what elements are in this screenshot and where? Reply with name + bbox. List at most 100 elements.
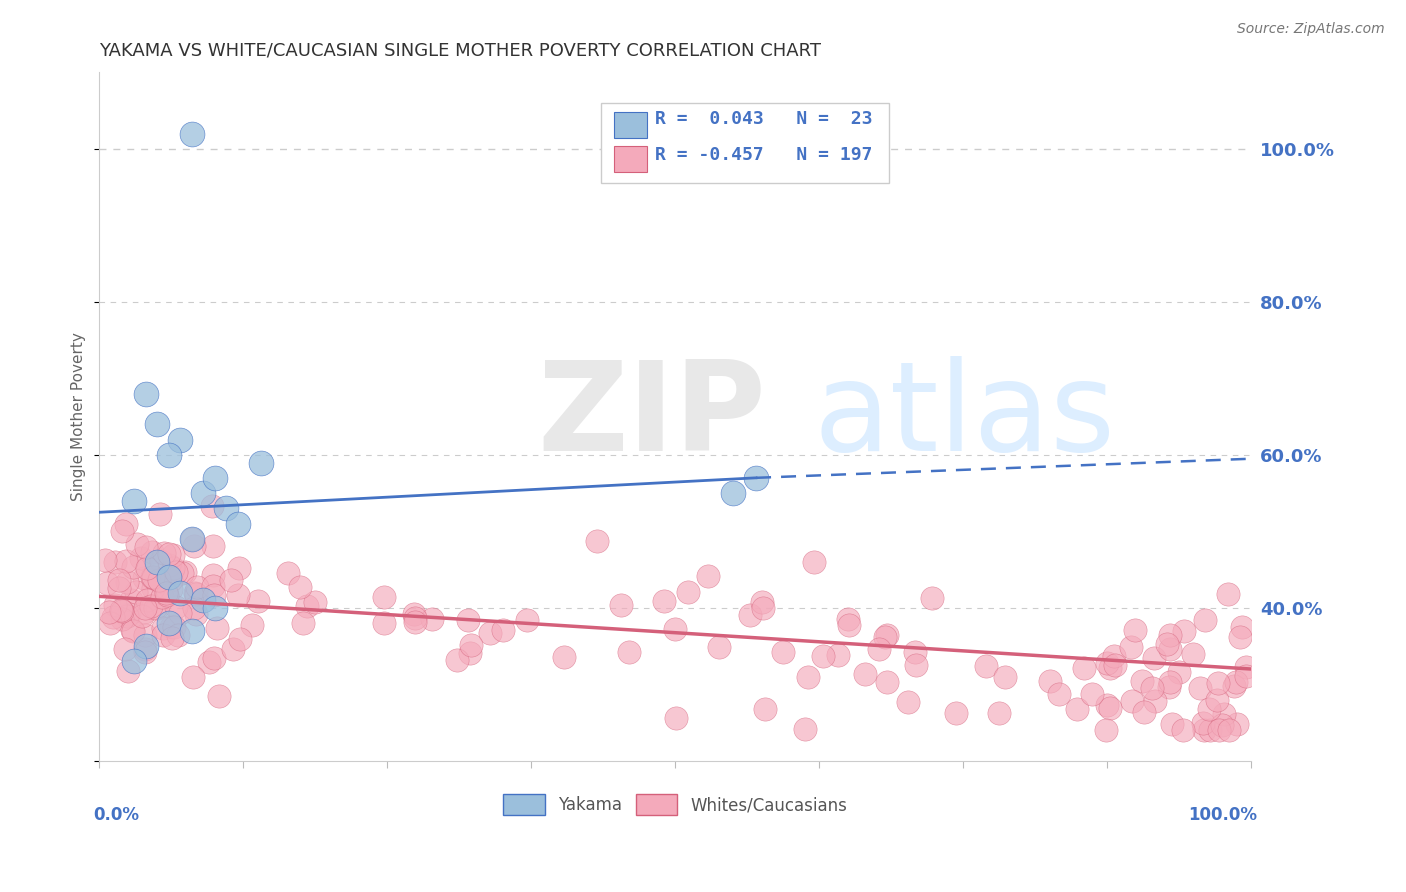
Point [167,628,190,642]
Point [134,540,156,554]
Point [136,561,159,575]
Point [183,539,205,553]
Point [1121,694,1143,708]
Point [1194,613,1216,627]
Point [96,576,118,591]
Point [204,588,226,602]
Point [146,417,169,432]
Point [803,555,825,569]
Point [1198,702,1220,716]
Point [134,645,156,659]
Y-axis label: Single Mother Poverty: Single Mother Poverty [72,332,86,501]
Point [1159,680,1181,694]
Point [754,702,776,716]
Point [945,706,967,720]
Point [120,593,142,607]
Point [122,493,145,508]
Point [117,608,139,623]
Point [813,648,835,663]
Point [134,641,156,656]
Point [796,670,818,684]
Point [162,560,184,574]
Point [191,486,214,500]
Point [1159,675,1181,690]
Point [738,608,761,623]
Text: atlas: atlas [814,356,1116,477]
Point [1229,630,1251,644]
Point [665,711,688,725]
Point [94,553,117,567]
Point [180,127,202,141]
Point [794,722,817,736]
Point [1206,693,1229,707]
Point [1226,716,1249,731]
Point [160,573,183,587]
Text: ZIP: ZIP [537,356,766,477]
Point [184,586,207,600]
Point [905,657,928,672]
Point [772,645,794,659]
Point [98,616,121,631]
Point [104,555,127,569]
Point [876,628,898,642]
Point [149,554,172,568]
Point [159,582,181,596]
Point [114,554,136,568]
Point [135,593,157,607]
Point [157,616,180,631]
Point [141,545,163,559]
Point [988,706,1011,720]
Point [148,574,170,588]
Point [201,579,224,593]
Point [122,624,145,638]
Point [114,642,136,657]
Point [516,613,538,627]
Point [183,601,205,615]
Point [458,646,481,660]
Point [219,573,242,587]
Point [146,555,169,569]
Point [1098,700,1121,714]
Point [1104,657,1126,672]
Point [122,560,145,574]
Point [1182,647,1205,661]
Point [129,550,152,565]
Point [1167,665,1189,679]
Point [1159,628,1181,642]
Point [122,654,145,668]
Point [118,607,141,622]
Point [291,616,314,631]
Point [159,620,181,634]
Point [827,648,849,662]
Point [921,591,943,605]
Point [492,623,515,637]
Point [1208,723,1230,738]
Point [586,534,609,549]
Point [111,612,134,626]
Point [162,549,184,563]
Point [876,675,898,690]
Point [1218,723,1240,738]
Point [141,569,163,583]
Point [1206,675,1229,690]
Point [1159,642,1181,657]
Point [180,532,202,546]
Point [751,601,773,615]
Point [157,448,180,462]
Point [553,650,575,665]
FancyBboxPatch shape [614,112,647,138]
Point [460,639,482,653]
Point [131,609,153,624]
Point [184,587,207,601]
Point [162,619,184,633]
Text: R =  0.043   N =  23: R = 0.043 N = 23 [655,110,872,128]
Point [226,516,249,531]
Point [173,565,195,579]
Text: 0.0%: 0.0% [94,805,139,823]
Point [1223,679,1246,693]
Point [1133,705,1156,719]
Point [1225,675,1247,690]
Point [1213,707,1236,722]
Point [165,565,187,579]
Point [1192,716,1215,731]
